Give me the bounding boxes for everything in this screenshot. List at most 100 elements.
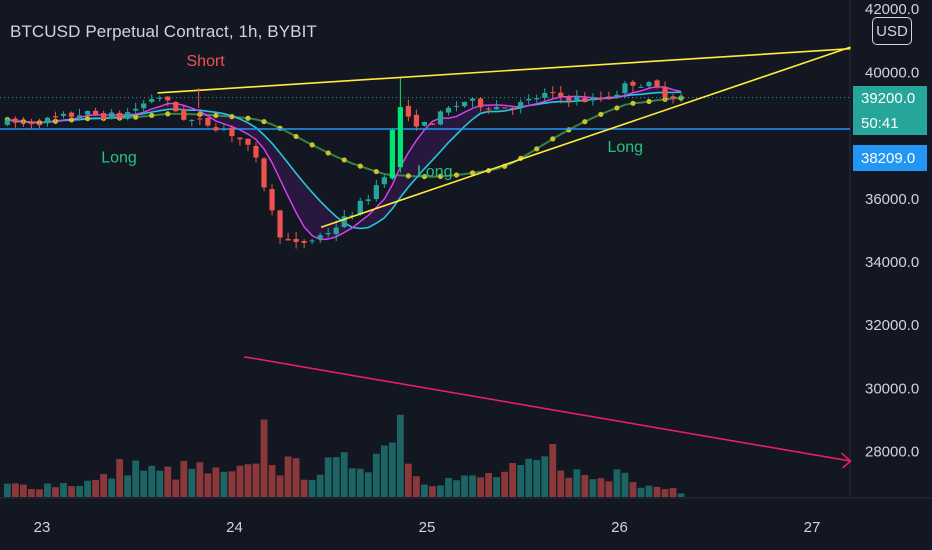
price-tick-label: 42000.0 <box>865 1 919 18</box>
volume-bar <box>52 487 59 497</box>
volume-bar <box>228 471 236 497</box>
candle-body <box>542 92 548 98</box>
ma-slow-dot <box>133 114 139 120</box>
candle-body <box>60 113 67 116</box>
candle-body <box>510 107 516 109</box>
candle-body <box>229 127 235 137</box>
volume-bar <box>308 479 316 497</box>
candle-body <box>461 102 468 107</box>
trend-line-1[interactable] <box>157 47 851 94</box>
candle-body <box>221 129 227 131</box>
ma-slow-dot <box>421 173 428 180</box>
candle-body <box>670 96 676 99</box>
volume-bar <box>581 474 589 497</box>
time-tick-label: 27 <box>804 519 821 536</box>
ma-slow-dot <box>261 118 267 125</box>
volume-bar <box>396 414 404 497</box>
candle-body <box>293 238 299 242</box>
volume-bar <box>11 483 19 497</box>
volume-bar <box>124 475 132 497</box>
ma-slow-dot <box>534 146 540 152</box>
volume-bar <box>76 485 83 497</box>
candle-body <box>157 97 163 99</box>
volume-bar <box>268 465 276 497</box>
volume-trend-line[interactable] <box>243 356 851 462</box>
price-tick-label: 30000.0 <box>865 380 919 397</box>
volume-bar <box>260 419 268 497</box>
candle-body <box>165 96 171 101</box>
volume-bar <box>116 458 124 497</box>
volume-bar <box>196 462 204 497</box>
candle-body <box>28 121 35 125</box>
volume-bar <box>661 489 669 497</box>
chart-title: BTCUSD Perpetual Contract, 1h, BYBIT <box>10 22 317 41</box>
candle-body <box>109 112 115 119</box>
ma-slow-dot <box>582 119 588 125</box>
candle-body <box>421 122 428 126</box>
volume-bar <box>276 475 284 497</box>
price-axis[interactable] <box>850 0 932 550</box>
volume-bar <box>653 486 661 497</box>
candle-body <box>558 92 564 97</box>
ma-slow-dot <box>325 150 331 156</box>
candle-body <box>261 158 267 188</box>
volume-trend-arrowhead <box>840 452 852 469</box>
volume-bar <box>372 453 380 497</box>
candle-body <box>494 107 500 110</box>
candle-body <box>453 105 460 107</box>
candle-body <box>590 97 596 101</box>
volume-bar <box>501 471 509 497</box>
candle-body <box>622 83 628 94</box>
ma-slow-dot <box>149 112 155 119</box>
volume-bar <box>557 470 565 497</box>
bar-countdown-badge: 50:41 <box>853 111 927 135</box>
volume-bar <box>509 463 517 497</box>
candle-body <box>341 216 347 227</box>
volume-bar <box>316 474 324 497</box>
signal-label-long: Long <box>417 164 453 181</box>
candle-body <box>630 81 636 86</box>
ma-slow-dot <box>293 133 299 140</box>
candle-body <box>36 123 43 125</box>
volume-bar <box>188 468 196 497</box>
candle-body <box>309 240 315 242</box>
volume-bar <box>421 484 428 497</box>
candle-body <box>101 113 107 120</box>
ma-slow-dot <box>405 173 411 179</box>
signal-label-short: Short <box>187 53 226 70</box>
volume-bar <box>541 456 549 497</box>
volume-bar <box>44 483 51 497</box>
volume-bar <box>629 482 637 497</box>
trend-line-2[interactable] <box>320 46 851 228</box>
volume-bar <box>220 471 228 497</box>
candle-body <box>638 86 644 88</box>
currency-scale-button[interactable]: USD <box>872 17 912 45</box>
candle-body <box>301 240 307 243</box>
candle-body <box>469 98 476 101</box>
candle-body <box>534 98 540 100</box>
volume-bar <box>404 463 412 497</box>
candle-body <box>181 109 187 120</box>
candle-body <box>20 121 26 123</box>
candle-body <box>68 112 75 117</box>
candle-body <box>285 238 291 241</box>
candle-body <box>662 87 668 98</box>
candle-body <box>117 112 123 119</box>
horizontal-line-price-badge: 38209.0 <box>853 145 927 171</box>
volume-bar <box>60 483 67 497</box>
candle-body <box>325 233 331 235</box>
candle-body <box>253 145 259 158</box>
ma-slow-dot <box>598 111 604 117</box>
candle-body <box>92 110 99 115</box>
volume-bar <box>212 467 220 497</box>
price-tick-label: 34000.0 <box>865 254 919 271</box>
candle-body <box>173 102 179 112</box>
volume-bar <box>413 476 420 497</box>
volume-bar <box>613 469 621 497</box>
candle-body <box>445 107 452 113</box>
volume-bar <box>332 457 340 497</box>
volume-bar <box>172 479 180 497</box>
volume-bar <box>364 472 372 497</box>
